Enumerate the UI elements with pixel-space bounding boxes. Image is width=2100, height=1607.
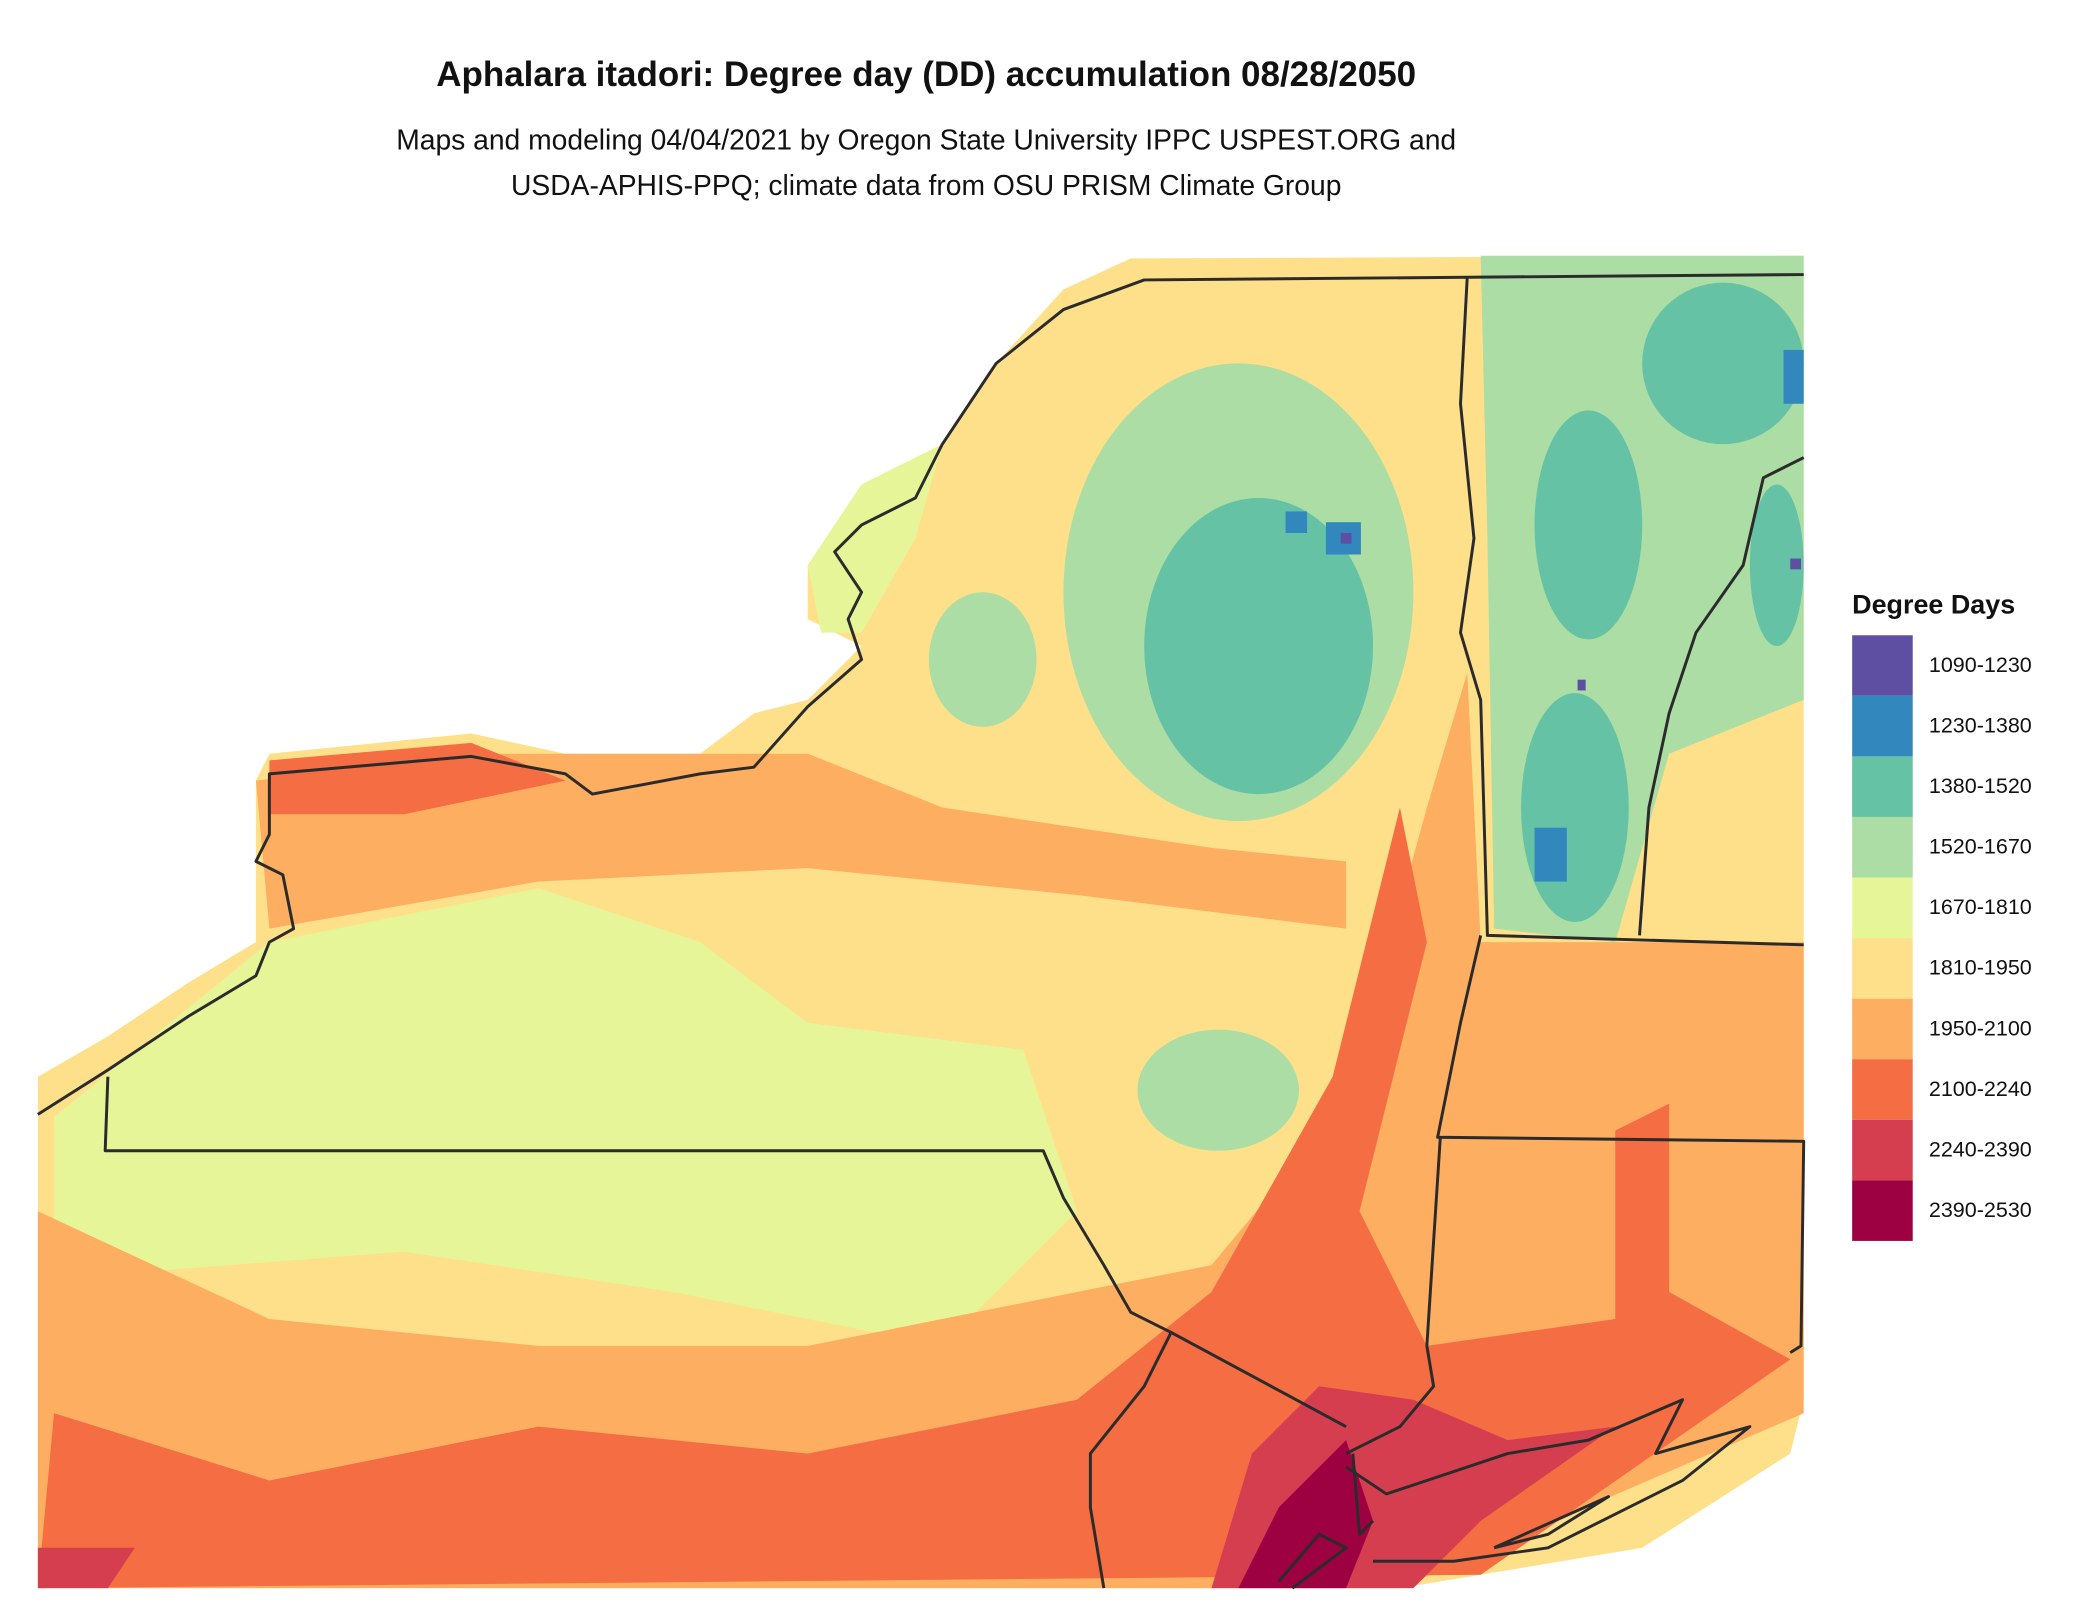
legend-swatch xyxy=(1852,938,1913,999)
legend-swatch xyxy=(1852,695,1913,757)
temperature-zone xyxy=(807,444,943,633)
state-border xyxy=(1638,456,1805,936)
temperature-zone xyxy=(54,888,1077,1346)
legend-swatch xyxy=(1852,1119,1913,1181)
temperature-zone xyxy=(1642,282,1804,445)
temperature-zone xyxy=(1285,511,1308,533)
state-border xyxy=(1351,1453,1375,1536)
state-border xyxy=(1277,1532,1348,1590)
state-border xyxy=(1088,1331,1173,1589)
state-border xyxy=(1436,935,1806,1354)
temperature-zone xyxy=(928,592,1037,727)
map-subtitle: Maps and modeling 04/04/2021 by Oregon S… xyxy=(396,123,1456,155)
temperature-zone xyxy=(255,753,1347,929)
legend-label: 1810-1950 xyxy=(1929,956,2032,980)
state-border xyxy=(1345,1137,1442,1455)
legend-swatch xyxy=(1852,756,1913,817)
legend-swatch xyxy=(1852,877,1913,939)
legend-swatch xyxy=(1852,998,1913,1060)
temperature-zone xyxy=(1790,558,1802,570)
legend-label: 1520-1670 xyxy=(1929,835,2032,859)
legend-title: Degree Days xyxy=(1852,590,2015,620)
map-subtitle: USDA-APHIS-PPQ; climate data from OSU PR… xyxy=(511,169,1341,201)
state-border xyxy=(1345,1398,1752,1563)
temperature-zone xyxy=(37,1547,135,1589)
temperature-zone xyxy=(1340,532,1352,544)
legend-label: 1090-1230 xyxy=(1929,653,2032,677)
temperature-zone xyxy=(1521,693,1629,922)
legend-label: 2390-2530 xyxy=(1929,1198,2032,1222)
legend-label: 1380-1520 xyxy=(1929,774,2032,798)
temperature-zone xyxy=(1137,1029,1299,1151)
temperature-zone xyxy=(1577,679,1586,691)
map xyxy=(37,255,1804,1589)
temperature-zone xyxy=(1534,827,1567,882)
legend-label: 1670-1810 xyxy=(1929,895,2032,919)
legend-swatch xyxy=(1852,1059,1913,1120)
temperature-zone xyxy=(1783,349,1804,404)
state-border xyxy=(1459,277,1804,947)
legend-swatch xyxy=(1852,635,1913,696)
legend-label: 2240-2390 xyxy=(1929,1137,2032,1161)
temperature-zone xyxy=(1144,497,1374,795)
legend-label: 1950-2100 xyxy=(1929,1016,2032,1040)
legend-swatch xyxy=(1852,816,1913,878)
state-border xyxy=(37,273,1804,1116)
legend-swatch xyxy=(1852,1180,1913,1241)
legend-label: 1230-1380 xyxy=(1929,713,2032,737)
state-borders xyxy=(37,273,1806,1590)
state-border xyxy=(103,1076,1347,1428)
legend-label: 2100-2240 xyxy=(1929,1077,2032,1101)
temperature-zone xyxy=(1749,484,1804,647)
state-border xyxy=(1493,1495,1611,1550)
legend: 1090-1230 1230-1380 1380-1520 1520-1670 1670… xyxy=(1852,635,2032,1241)
temperature-zone xyxy=(1534,410,1643,640)
map-title: Aphalara itadori: Degree day (DD) accumu… xyxy=(436,55,1416,94)
